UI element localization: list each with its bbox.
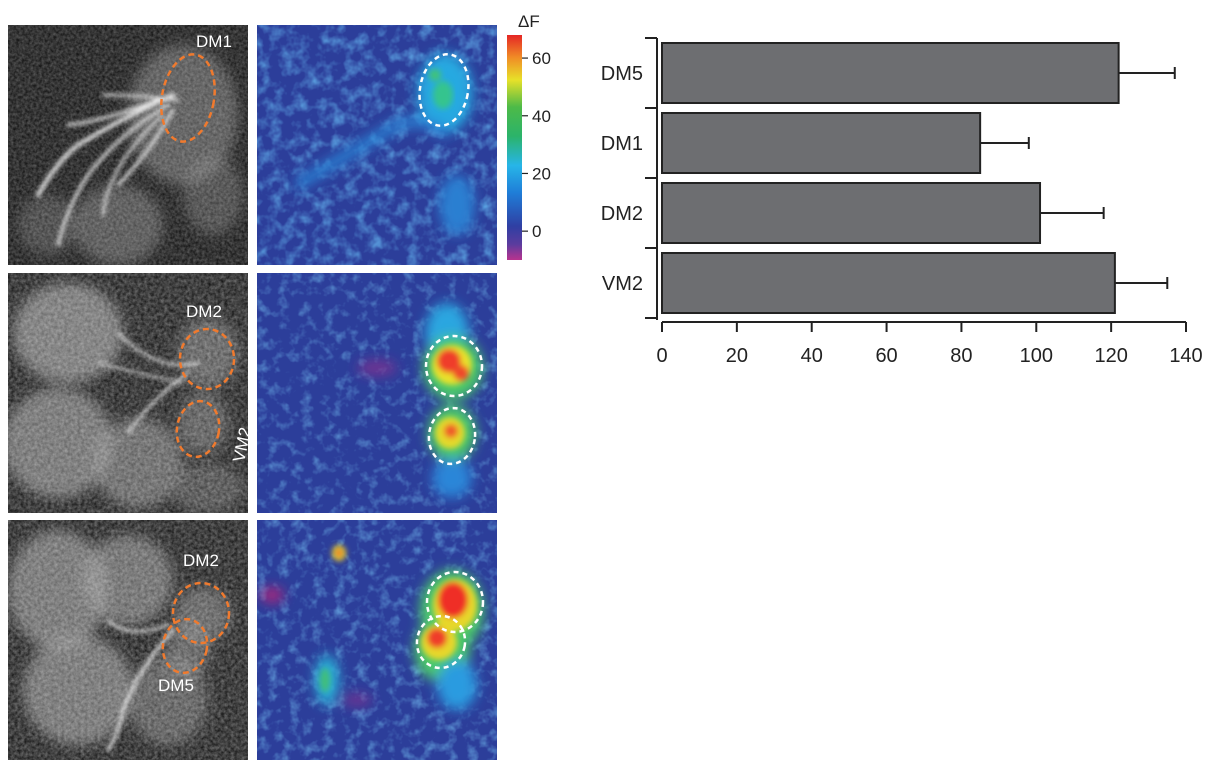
grayscale-image-dm1: DM1 xyxy=(8,25,248,265)
bar-chart: DM5 DM1 DM2 VM2 0 20 40 60 80 100 120 140 xyxy=(560,20,1210,390)
colorbar-tick-label: 20 xyxy=(532,164,551,183)
roi-label-dm1: DM1 xyxy=(196,32,232,51)
bar-vm2 xyxy=(661,252,1116,314)
x-tick-label: 80 xyxy=(950,345,972,367)
colorbar-gradient xyxy=(507,35,522,260)
colorbar: ΔF 60 40 20 0 xyxy=(500,0,580,268)
roi-label-vm2: VM2 xyxy=(229,426,248,464)
heatmap-image-row3 xyxy=(257,520,497,760)
category-label-dm2: DM2 xyxy=(601,203,643,225)
bar-dm5 xyxy=(661,42,1120,104)
bar-dm1 xyxy=(661,112,982,174)
roi-outline-dm2-heatmap xyxy=(424,334,484,398)
x-tick-label: 20 xyxy=(726,345,748,367)
roi-label-dm5: DM5 xyxy=(158,676,194,695)
roi-outline-dm5 xyxy=(161,617,209,675)
heatmap-image-row2 xyxy=(257,273,497,513)
roi-outline-dm1 xyxy=(160,53,216,143)
grayscale-image-dm2-dm5: DM2 DM5 xyxy=(8,520,248,760)
roi-outline-vm2-heatmap xyxy=(427,406,477,466)
roi-label-dm2-row3: DM2 xyxy=(183,551,219,570)
heatmap-image-row1 xyxy=(257,25,497,265)
roi-outline-vm2 xyxy=(175,399,221,459)
roi-label-dm2: DM2 xyxy=(186,302,222,321)
category-label-dm5: DM5 xyxy=(601,63,643,85)
x-tick-label: 60 xyxy=(875,345,897,367)
colorbar-tick-label: 40 xyxy=(532,107,551,126)
category-label-vm2: VM2 xyxy=(602,273,643,295)
x-tick-label: 0 xyxy=(656,345,667,367)
roi-outline-dm2-row3 xyxy=(171,581,231,645)
colorbar-tick-label: 60 xyxy=(532,49,551,68)
category-label-dm1: DM1 xyxy=(601,133,643,155)
colorbar-label: ΔF xyxy=(518,12,540,31)
colorbar-tick-label: 0 xyxy=(532,222,541,241)
roi-outline-dm2-row3-heatmap xyxy=(425,570,485,634)
roi-outline-dm2 xyxy=(178,327,236,391)
colorbar-ticks: 60 40 20 0 xyxy=(522,49,551,241)
x-tick-label: 40 xyxy=(801,345,823,367)
roi-outline-dm5-heatmap xyxy=(415,614,467,670)
grayscale-image-dm2-vm2: DM2 VM2 xyxy=(8,273,248,513)
bar-dm2 xyxy=(661,182,1042,244)
x-tick-label: 100 xyxy=(1020,345,1053,367)
x-tick-label: 120 xyxy=(1094,345,1127,367)
x-tick-label: 140 xyxy=(1169,345,1202,367)
roi-outline-dm1-heatmap xyxy=(418,53,470,127)
